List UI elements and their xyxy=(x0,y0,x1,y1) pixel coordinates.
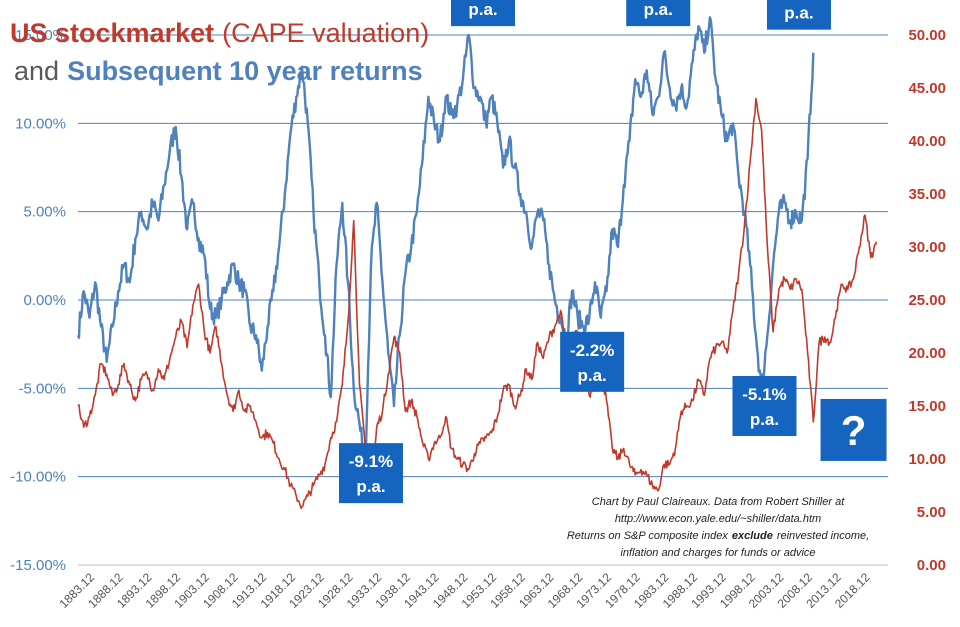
badge-value: -9.1% xyxy=(349,452,393,471)
question-box xyxy=(820,398,887,461)
note-reinvested-text: reinvested income, xyxy=(777,530,869,542)
x-axis: 1883.121888.121893.121898.121903.121908.… xyxy=(56,570,872,611)
badge-minus2: -2.2% p.a. xyxy=(560,331,625,392)
badge-box xyxy=(451,0,515,27)
y-right-tick-label: 20.00 xyxy=(908,345,946,362)
y-axis-left: 15.00% 10.00% 5.00% 0.00% -5.00% -10.00% -15.0… xyxy=(10,27,66,574)
badge-minus9: -9.1% p.a. xyxy=(338,443,403,504)
y-right-tick-label: 15.00 xyxy=(908,398,946,415)
title-subsequent-returns: Subsequent 10 year returns xyxy=(67,56,423,86)
badge-minus5: -5.1% p.a. xyxy=(732,376,797,436)
y-right-tick-label: 30.00 xyxy=(908,239,946,256)
badge-unit: p.a. xyxy=(356,477,385,496)
badge-plus14b: +14%p.a. xyxy=(766,0,831,30)
y-axis-right: 50.00 45.00 40.00 35.00 30.00 25.00 20.00 15.00… xyxy=(908,27,946,574)
badge-box xyxy=(766,0,831,30)
badge-unit: p.a. xyxy=(644,0,673,19)
badge-box xyxy=(560,331,625,392)
y-left-tick-label: 5.00% xyxy=(23,204,66,221)
y-right-tick-label: 45.00 xyxy=(908,80,946,97)
badge-unit: p.a. xyxy=(578,366,607,385)
badge-unit: p.a. xyxy=(750,410,779,429)
y-right-tick-label: 10.00 xyxy=(908,451,946,468)
y-left-tick-label: -5.00% xyxy=(18,380,66,397)
chart-title: US stockmarket (CAPE valuation) and Subseq… xyxy=(10,18,429,86)
badge-plus14a: +14%p.a. xyxy=(626,0,691,27)
badge-value: -5.1% xyxy=(742,385,786,404)
note-returns-text: Returns on S&P composite index xyxy=(567,530,729,542)
y-left-tick-label: -15.00% xyxy=(10,557,66,574)
gridlines xyxy=(78,34,888,566)
title-line-1: US stockmarket (CAPE valuation) xyxy=(10,18,429,48)
y-right-tick-label: 0.00 xyxy=(917,557,946,574)
badge-box xyxy=(626,0,691,27)
badge-unit: p.a. xyxy=(784,4,813,23)
note-line-1: Chart by Paul Claireaux. Data from Rober… xyxy=(592,496,845,508)
note-line-4: inflation and charges for funds or advic… xyxy=(620,547,815,559)
cape-line xyxy=(77,97,878,510)
question-badge: ? xyxy=(820,398,887,461)
annotation-badges: +15%p.a. +14%p.a. +14%p.a. -2.2% p.a. -5.1% p.… xyxy=(338,0,887,504)
title-us-stockmarket: US stockmarket xyxy=(10,18,214,48)
badge-value: -2.2% xyxy=(570,341,614,360)
y-left-tick-label: 15.00% xyxy=(15,27,66,44)
series-lines xyxy=(76,16,878,510)
title-and: and xyxy=(14,56,59,86)
badge-plus15: +15%p.a. xyxy=(451,0,515,27)
y-right-tick-label: 5.00 xyxy=(917,504,946,521)
note-exclude-text: exclude xyxy=(732,530,773,542)
source-note: Chart by Paul Claireaux. Data from Rober… xyxy=(567,496,869,559)
title-cape-valuation: (CAPE valuation) xyxy=(222,18,429,48)
y-right-tick-label: 35.00 xyxy=(908,186,946,203)
y-left-tick-label: 0.00% xyxy=(23,292,66,309)
y-left-tick-label: -10.00% xyxy=(10,469,66,486)
y-right-tick-label: 40.00 xyxy=(908,133,946,150)
badge-unit: p.a. xyxy=(468,0,497,19)
y-left-tick-label: 10.00% xyxy=(15,115,66,132)
y-right-tick-label: 50.00 xyxy=(908,27,946,44)
badge-box xyxy=(338,443,403,504)
title-line-2: and Subsequent 10 year returns xyxy=(14,56,423,86)
note-line-2: http://www.econ.yale.edu/~shiller/data.h… xyxy=(615,513,821,525)
y-right-tick-label: 25.00 xyxy=(908,292,946,309)
returns-line xyxy=(76,16,815,466)
question-mark: ? xyxy=(841,407,867,454)
badge-box xyxy=(732,376,797,436)
note-line-3: Returns on S&P composite index exclude rei… xyxy=(567,530,869,542)
